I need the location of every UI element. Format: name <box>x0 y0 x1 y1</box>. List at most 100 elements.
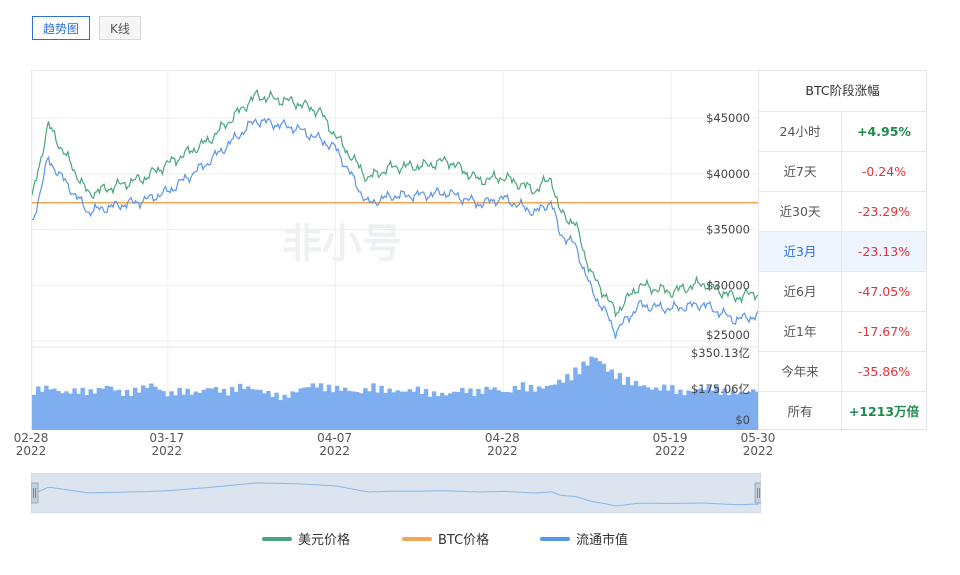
volume-bar <box>464 393 469 430</box>
watermark: 非小号 <box>282 221 402 267</box>
volume-bar <box>104 385 110 430</box>
volume-bar <box>246 386 251 430</box>
volume-bar <box>120 395 126 430</box>
volume-bar <box>233 391 239 430</box>
volume-bar <box>80 387 85 430</box>
chart-tabs: 趋势图 K线 <box>32 16 141 40</box>
legend-item[interactable]: 流通市值 <box>540 529 628 548</box>
volume-bar <box>153 386 158 430</box>
volume-bar <box>225 395 231 430</box>
volume-bar <box>213 387 219 430</box>
series-market-cap <box>32 117 759 339</box>
volume-bar <box>48 389 53 430</box>
slider-right-handle[interactable] <box>754 482 761 504</box>
volume-bar <box>524 391 530 430</box>
legend-label: 流通市值 <box>576 533 629 548</box>
volume-bar <box>177 387 182 430</box>
volume-bar <box>338 390 344 430</box>
volume-bar <box>124 389 130 430</box>
volume-bar <box>68 393 73 430</box>
volume-bar <box>64 391 69 430</box>
volume-bar <box>423 388 429 430</box>
volume-bar <box>528 384 534 430</box>
volume-tick-label: $0 <box>735 413 750 427</box>
slider-track <box>31 473 761 513</box>
volume-bar <box>427 396 433 430</box>
legend-swatch <box>262 536 292 541</box>
volume-bar <box>52 388 57 430</box>
volume-tick-label: $175.06亿 <box>691 382 750 396</box>
volume-bar <box>710 390 715 430</box>
volume-bar <box>472 396 477 430</box>
volume-bar <box>581 361 586 430</box>
volume-bar <box>141 385 146 430</box>
tab-trend[interactable]: 趋势图 <box>32 16 91 40</box>
legend-swatch <box>402 536 432 541</box>
volume-bar <box>678 389 683 430</box>
volume-bar <box>274 392 279 430</box>
x-tick-date: 05-30 <box>740 431 776 445</box>
volume-bar <box>448 393 453 430</box>
x-tick-year: 2022 <box>15 444 47 458</box>
volume-bar <box>355 392 360 430</box>
volume-bar <box>645 387 651 430</box>
volume-bar <box>40 391 45 430</box>
x-tick-year: 2022 <box>487 444 518 458</box>
volume-bars <box>32 356 759 430</box>
volume-bar <box>443 395 449 430</box>
tab-kline[interactable]: K线 <box>99 16 141 40</box>
volume-bar <box>548 385 554 430</box>
table-row[interactable]: 近6月 -47.05% <box>759 272 926 312</box>
volume-bar <box>165 396 170 430</box>
volume-bar <box>746 391 752 430</box>
table-row[interactable]: 近3月 -23.13% <box>759 232 926 272</box>
volume-bar <box>60 393 65 430</box>
legend-item[interactable]: BTC价格 <box>402 529 489 548</box>
volume-bar <box>674 394 679 430</box>
volume-bar <box>573 367 578 430</box>
volume-bar <box>625 376 631 430</box>
volume-bar <box>641 385 647 430</box>
table-row[interactable]: 近30天 -23.29% <box>759 192 926 232</box>
table-row[interactable]: 今年来 -35.86% <box>759 352 926 392</box>
x-tick-date: 04-07 <box>317 431 353 445</box>
period-label: 24小时 <box>759 112 842 151</box>
volume-bar <box>314 387 320 430</box>
volume-bar <box>88 389 93 430</box>
x-axis-labels: 02-28 2022 03-17 2022 04-07 2022 04-28 2022 05-1… <box>0 432 960 466</box>
price-tick-label: $30000 <box>706 278 750 292</box>
x-tick-date: 03-17 <box>149 431 185 445</box>
volume-bar <box>217 392 223 430</box>
table-row[interactable]: 近7天 -0.24% <box>759 152 926 192</box>
volume-bar <box>617 373 623 430</box>
slider-left-handle[interactable] <box>31 482 39 504</box>
x-tick-label: 03-17 2022 <box>137 432 197 458</box>
volume-bar <box>112 390 118 430</box>
volume-bar <box>375 392 380 430</box>
range-slider[interactable] <box>31 473 761 513</box>
table-row[interactable]: 所有 +1213万倍 <box>759 392 926 432</box>
volume-bar <box>569 380 574 430</box>
volume-bar <box>290 391 295 430</box>
x-tick-year: 2022 <box>151 444 183 458</box>
x-tick-label: 05-30 2022 <box>728 432 788 458</box>
period-change: -23.29% <box>857 204 911 219</box>
price-tick-label: $45000 <box>706 111 750 125</box>
volume-bar <box>722 388 728 430</box>
volume-bar <box>383 392 388 430</box>
volume-bar <box>512 386 518 430</box>
volume-bar <box>750 389 756 430</box>
period-label: 近3月 <box>759 232 842 271</box>
volume-bar <box>403 391 409 430</box>
x-tick-date: 02-28 <box>13 431 49 445</box>
table-row[interactable]: 近1年 -17.67% <box>759 312 926 352</box>
period-change: -35.86% <box>857 364 911 379</box>
volume-bar <box>734 394 740 430</box>
volume-bar <box>714 386 720 430</box>
volume-bar <box>363 388 368 430</box>
legend-item[interactable]: 美元价格 <box>262 529 350 548</box>
volume-bar <box>565 374 570 430</box>
volume-bar <box>593 357 598 430</box>
legend-label: BTC价格 <box>438 533 490 548</box>
table-row[interactable]: 24小时 +4.95% <box>759 112 926 152</box>
